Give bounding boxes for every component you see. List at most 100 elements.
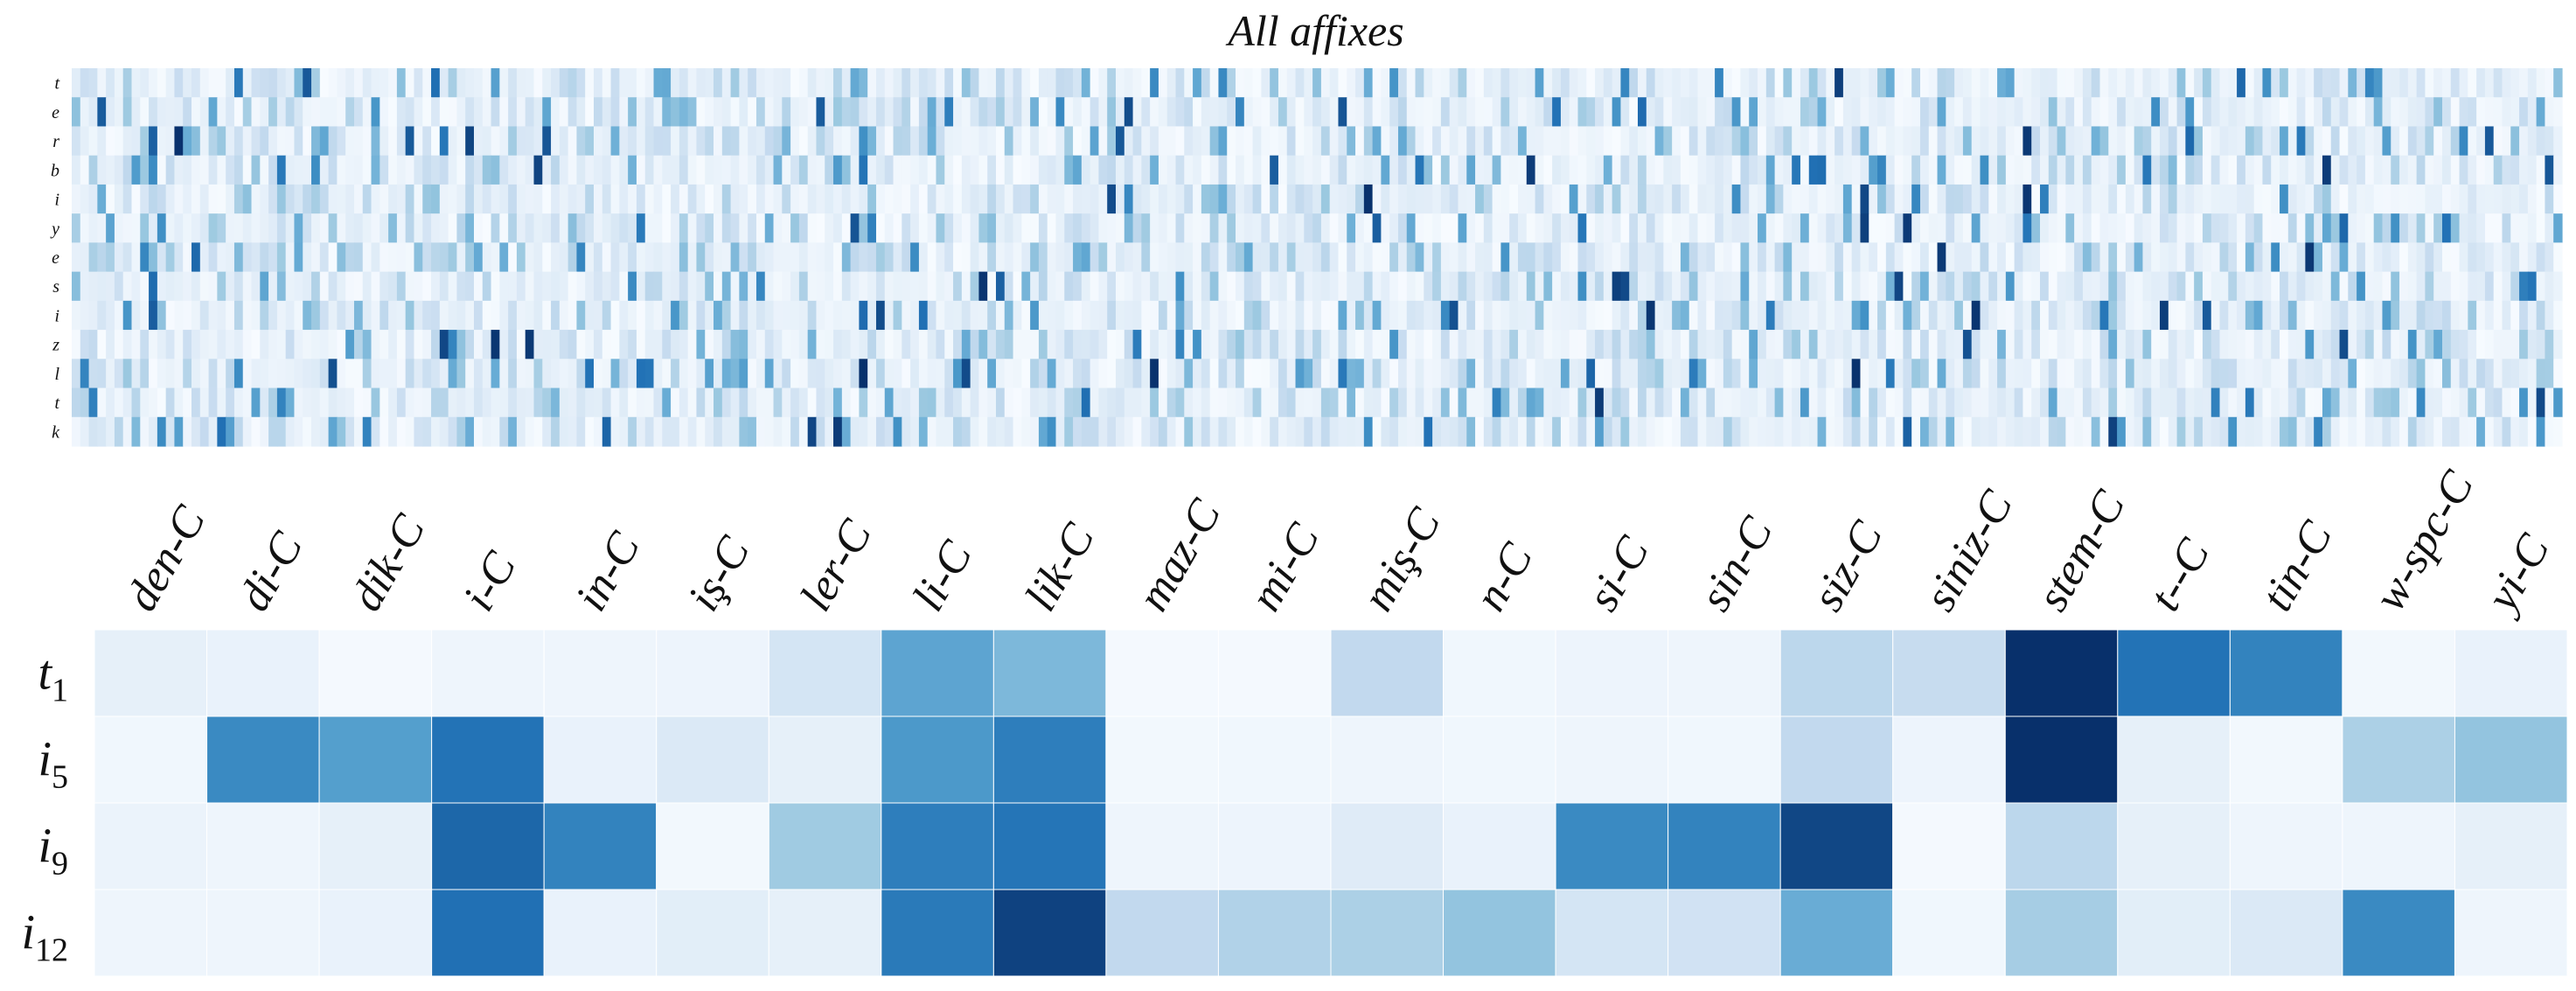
- top-heatmap-cell: [149, 300, 158, 331]
- top-heatmap-cell: [1774, 126, 1784, 157]
- top-heatmap-cell: [1903, 97, 1912, 128]
- top-heatmap-cell: [199, 330, 210, 359]
- top-heatmap-cell: [2082, 242, 2092, 273]
- top-heatmap-cell: [2296, 416, 2306, 447]
- top-heatmap-cell: [251, 155, 261, 185]
- top-heatmap-cell: [1954, 126, 1964, 157]
- top-heatmap-cell: [1740, 300, 1750, 331]
- top-heatmap-cell: [2194, 242, 2204, 273]
- top-heatmap-cell: [1270, 330, 1279, 359]
- top-heatmap-cell: [1997, 330, 2007, 359]
- top-heatmap-cell: [1800, 416, 1810, 447]
- top-heatmap-cell: [1355, 97, 1365, 128]
- top-heatmap-cell: [191, 300, 201, 331]
- top-heatmap-cell: [1817, 68, 1827, 98]
- top-heatmap-cell: [1919, 68, 1930, 98]
- top-heatmap-cell: [2425, 126, 2434, 157]
- top-heatmap-cell: [807, 97, 818, 128]
- top-heatmap-cell: [2357, 184, 2366, 214]
- top-heatmap-cell: [80, 184, 90, 214]
- top-heatmap-cell: [2168, 271, 2178, 302]
- top-heatmap-cell: [2065, 242, 2075, 273]
- top-heatmap-cell: [199, 184, 210, 214]
- top-heatmap-cell: [1894, 97, 1904, 128]
- top-heatmap-cell: [2099, 387, 2109, 418]
- top-heatmap-cell: [2005, 330, 2016, 359]
- top-heatmap-cell: [2391, 68, 2400, 98]
- top-heatmap-cell: [1877, 126, 1887, 157]
- top-heatmap-cell: [1295, 155, 1305, 185]
- heatmap-cell: [318, 629, 433, 717]
- top-heatmap-cell: [2553, 184, 2563, 214]
- heatmap-cell: [2229, 715, 2343, 804]
- top-heatmap-cell: [1740, 359, 1750, 389]
- column-label: miş-C: [1353, 499, 1451, 619]
- top-heatmap-cell: [149, 68, 158, 98]
- top-heatmap-cell: [1090, 271, 1100, 302]
- top-heatmap-cell: [1629, 416, 1639, 447]
- top-heatmap-cell: [2039, 330, 2050, 359]
- top-heatmap-cell: [2237, 184, 2246, 214]
- top-heatmap-cell: [1466, 184, 1476, 214]
- top-heatmap-cell: [183, 155, 192, 185]
- top-heatmap-cell: [755, 416, 766, 447]
- top-heatmap-cell: [1286, 97, 1297, 128]
- top-heatmap-cell: [2253, 213, 2264, 243]
- top-heatmap-cell: [1928, 155, 1939, 185]
- top-heatmap-cell: [1064, 97, 1074, 128]
- top-heatmap-cell: [841, 155, 852, 185]
- top-heatmap-cell: [1218, 416, 1228, 447]
- top-heatmap-cell: [1928, 213, 1939, 243]
- top-heatmap-cell: [970, 126, 980, 157]
- top-heatmap-cell: [533, 387, 543, 418]
- top-heatmap-cell: [2108, 155, 2118, 185]
- top-heatmap-cell: [910, 242, 920, 273]
- top-heatmap-cell: [2391, 97, 2400, 128]
- top-heatmap-cell: [80, 155, 90, 185]
- top-heatmap-cell: [431, 359, 441, 389]
- top-heatmap-cell: [2510, 416, 2520, 447]
- top-heatmap-cell: [1458, 300, 1467, 331]
- top-heatmap-cell: [1835, 97, 1844, 128]
- top-heatmap-cell: [2082, 155, 2092, 185]
- top-heatmap-cell: [1320, 155, 1331, 185]
- top-heatmap-cell: [902, 97, 911, 128]
- top-heatmap-cell: [2228, 359, 2238, 389]
- top-heatmap-cell: [662, 416, 672, 447]
- top-heatmap-cell: [1877, 213, 1887, 243]
- top-heatmap-cell: [311, 68, 321, 98]
- top-heatmap-cell: [850, 242, 860, 273]
- top-heatmap-cell: [1517, 359, 1528, 389]
- heatmap-cell: [1105, 715, 1219, 804]
- top-heatmap-cell: [1620, 213, 1630, 243]
- top-heatmap-cell: [1808, 330, 1819, 359]
- top-heatmap-cell: [2245, 155, 2255, 185]
- top-heatmap-cell: [2005, 97, 2016, 128]
- top-heatmap-cell: [953, 300, 963, 331]
- top-heatmap-cell: [242, 126, 253, 157]
- top-heatmap-cell: [1098, 359, 1108, 389]
- heatmap-cell: [206, 629, 320, 717]
- top-heatmap-cell: [2057, 387, 2066, 418]
- top-heatmap-cell: [1013, 242, 1022, 273]
- top-heatmap-cell: [1765, 97, 1776, 128]
- top-heatmap-cell: [1047, 68, 1057, 98]
- top-heatmap-cell: [1363, 242, 1374, 273]
- top-heatmap-cell: [1355, 155, 1365, 185]
- top-heatmap-cell: [1381, 300, 1390, 331]
- top-heatmap-cell: [353, 330, 364, 359]
- top-heatmap-cell: [636, 330, 646, 359]
- top-heatmap-cell: [88, 300, 98, 331]
- top-heatmap-cell: [1389, 213, 1399, 243]
- top-heatmap-cell: [396, 330, 407, 359]
- top-heatmap-cell: [2493, 416, 2503, 447]
- top-heatmap-cell: [1543, 387, 1553, 418]
- top-heatmap-cell: [2091, 387, 2101, 418]
- top-heatmap-cell: [970, 155, 980, 185]
- top-heatmap-cell: [1218, 330, 1228, 359]
- top-heatmap-cell: [2545, 155, 2554, 185]
- top-heatmap-cell: [208, 359, 218, 389]
- top-heatmap-cell: [2194, 387, 2204, 418]
- top-heatmap-cell: [1723, 155, 1733, 185]
- top-heatmap-cell: [1526, 330, 1536, 359]
